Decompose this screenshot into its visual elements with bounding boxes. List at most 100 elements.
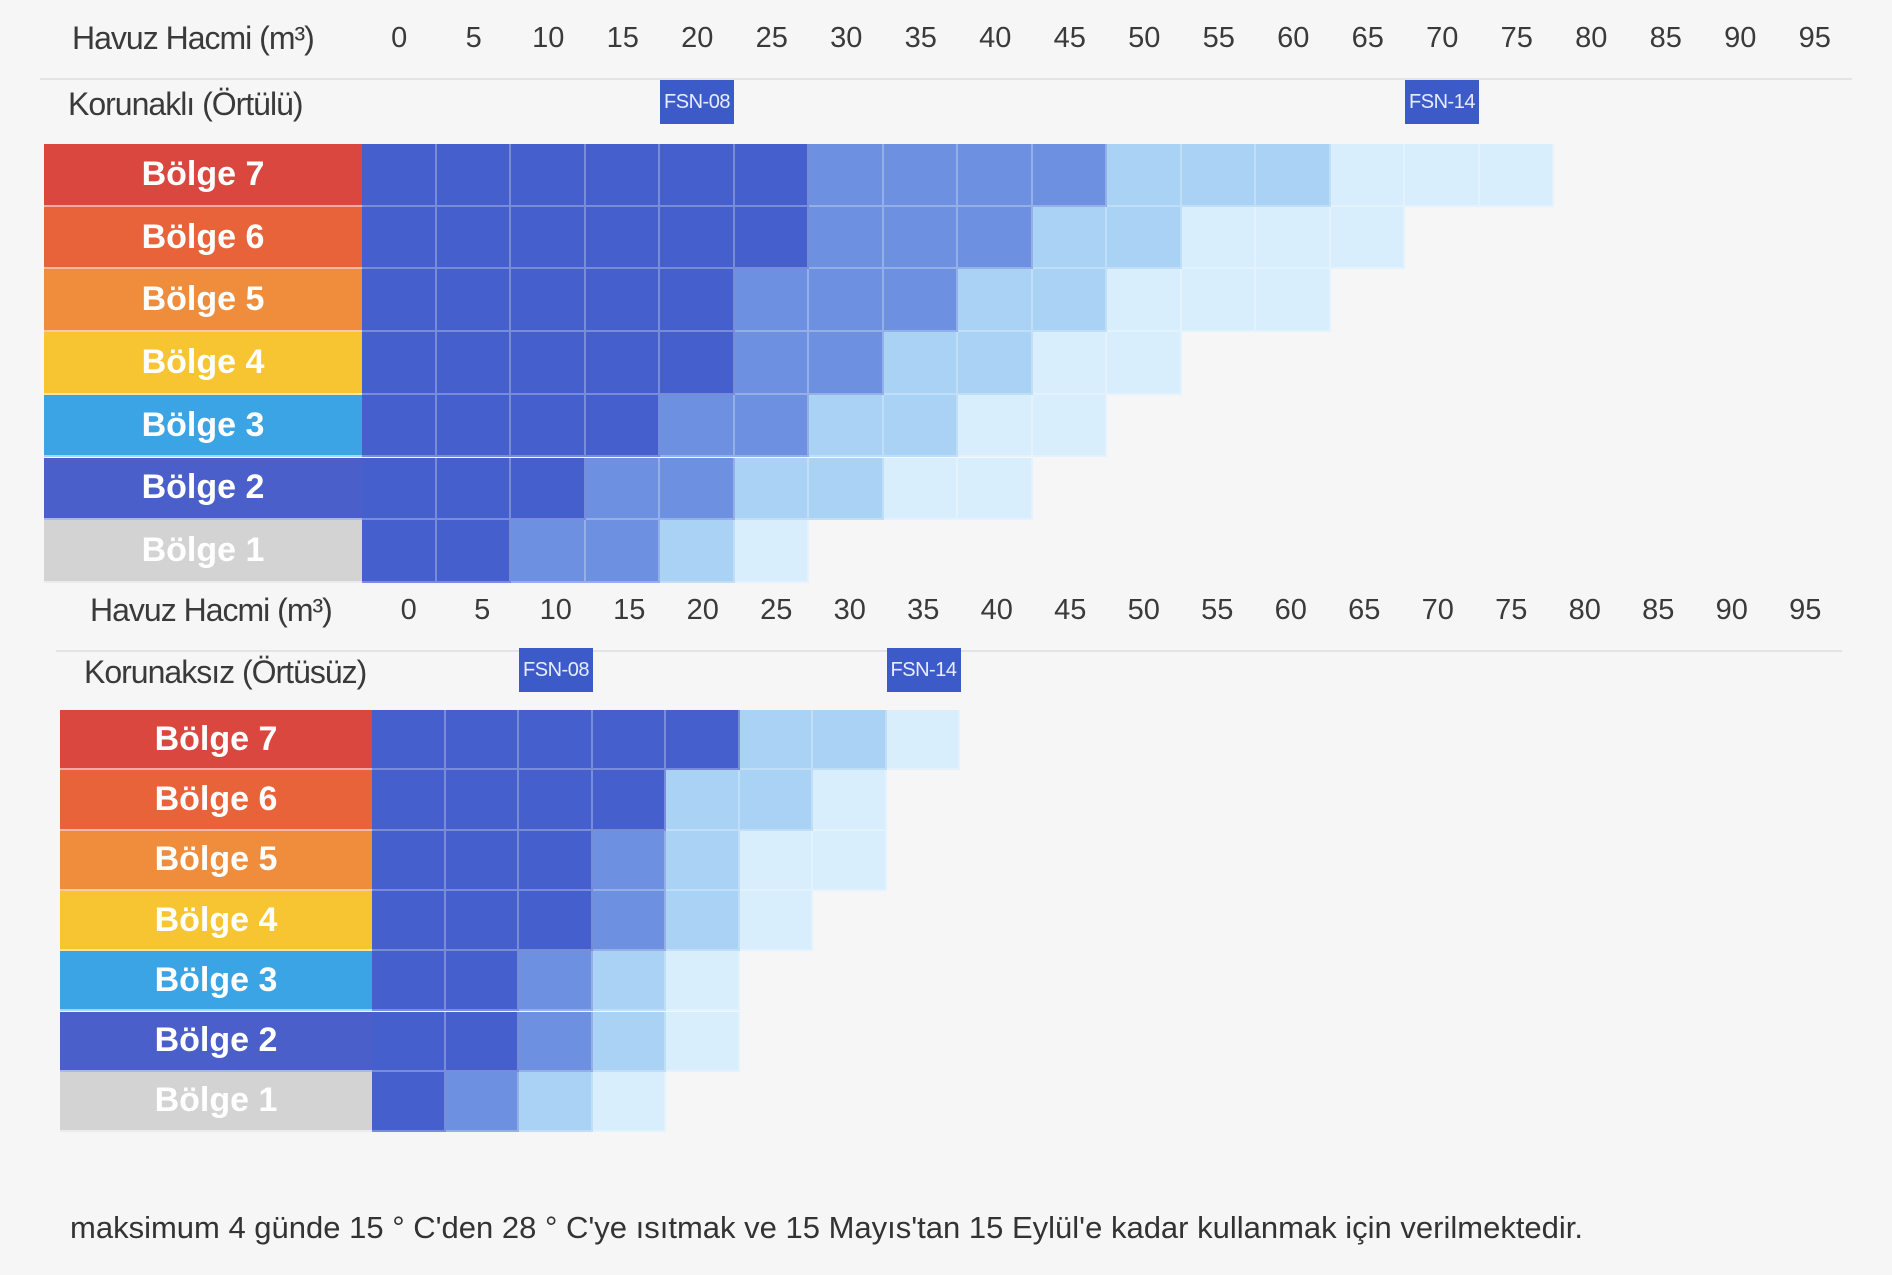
heatmap-cell [809,206,884,270]
region-label: Bölge 5 [60,830,372,891]
heatmap-cell [592,951,666,1012]
x-tick-label: 45 [1054,594,1087,626]
x-tick-label: 95 [1789,594,1822,626]
heatmap-cell [585,269,660,333]
heatmap-cell [592,830,666,891]
heatmap-cell [445,830,519,891]
x-tick-label: 10 [532,22,565,54]
x-tick-label: 5 [465,22,482,54]
x-tick-label: 0 [400,594,417,626]
x-tick-label: 30 [833,594,866,626]
heatmap-cell [445,1011,519,1072]
heatmap-cell [362,457,437,521]
x-tick-label: 85 [1642,594,1675,626]
heatmap-cell [660,206,735,270]
heatmap-cell [519,1071,593,1133]
heatmap-cell [585,394,660,458]
heatmap-cell [958,269,1033,333]
heatmap-cell [445,710,519,771]
heatmap-cell [592,1011,666,1072]
heatmap-cell [436,520,511,583]
x-axis-label: Havuz Hacmi (m³) [72,20,315,56]
heatmap-cell [734,457,809,521]
heatmap-cell [445,770,519,831]
heatmap-cell [511,394,586,458]
heatmap-cell [734,332,809,395]
heatmap-cell [511,520,586,583]
heatmap-cell [883,332,958,395]
x-tick-label: 80 [1575,22,1608,54]
heatmap-cell [660,269,735,333]
heatmap-cell [739,830,813,891]
heatmap-cell [1032,332,1107,395]
heatmap-cell [1107,206,1182,270]
heatmap-cell [809,144,884,207]
heatmap-cell [585,457,660,521]
heatmap-cell [519,710,593,771]
heatmap-cell [436,269,511,333]
heatmap-cell [519,830,593,891]
heatmap-cell [1181,269,1256,333]
x-tick-label: 95 [1798,22,1831,54]
x-tick-label: 15 [606,22,639,54]
model-marker-fsn-14: FSN-14 [886,648,961,692]
heatmap-cell [1330,144,1405,207]
model-marker-fsn-08: FSN-08 [519,648,593,692]
x-tick-label: 85 [1649,22,1682,54]
heatmap-cell [519,890,593,952]
heatmap-cell [362,269,437,333]
heatmap-cell [592,770,666,831]
heatmap-cell [1330,206,1405,270]
heatmap-cell [585,332,660,395]
heatmap-cell [809,332,884,395]
heatmap-cell [511,269,586,333]
heatmap-cell [666,830,740,891]
heatmap-cell [436,457,511,521]
heatmap-cell [739,890,813,952]
x-tick-label: 45 [1053,22,1086,54]
heatmap-cell [883,394,958,458]
heatmap-cell [372,710,446,771]
x-tick-label: 30 [830,22,863,54]
heatmap-cell [666,710,740,771]
x-tick-label: 75 [1500,22,1533,54]
heatmap-cell [585,144,660,207]
axis-guide-line [40,78,1852,80]
region-label: Bölge 1 [60,1071,372,1133]
heatmap-cell [660,394,735,458]
model-marker-fsn-08: FSN-08 [660,80,734,124]
heatmap-cell [519,951,593,1012]
region-label: Bölge 6 [44,206,362,270]
x-tick-label: 50 [1127,594,1160,626]
heatmap-cell [1479,144,1554,207]
heatmap-cell [666,951,740,1012]
chart-title: Korunaksız (Örtüsüz) [84,654,367,690]
heatmap-cell [883,457,958,521]
x-tick-label: 20 [686,594,719,626]
heatmap-cell [1256,269,1331,333]
x-tick-label: 70 [1421,594,1454,626]
x-tick-label: 15 [613,594,646,626]
x-tick-label: 25 [755,22,788,54]
heatmap-cell [436,206,511,270]
heatmap-cell [666,770,740,831]
heatmap-cell [739,710,813,771]
x-tick-label: 60 [1277,22,1310,54]
heatmap-cell [1107,332,1182,395]
x-tick-label: 60 [1274,594,1307,626]
heatmap-cell [958,206,1033,270]
x-tick-label: 50 [1128,22,1161,54]
x-tick-label: 90 [1715,594,1748,626]
x-tick-label: 65 [1348,594,1381,626]
heatmap-cell [372,951,446,1012]
heatmap-cell [1256,144,1331,207]
heatmap-cell [666,1011,740,1072]
heatmap-cell [1032,144,1107,207]
heatmap-cell [372,1071,446,1133]
heatmap-cell [592,1071,666,1133]
heatmap-cell [436,144,511,207]
heatmap-cell [511,206,586,270]
region-label: Bölge 4 [44,332,362,395]
heatmap-cell [809,457,884,521]
